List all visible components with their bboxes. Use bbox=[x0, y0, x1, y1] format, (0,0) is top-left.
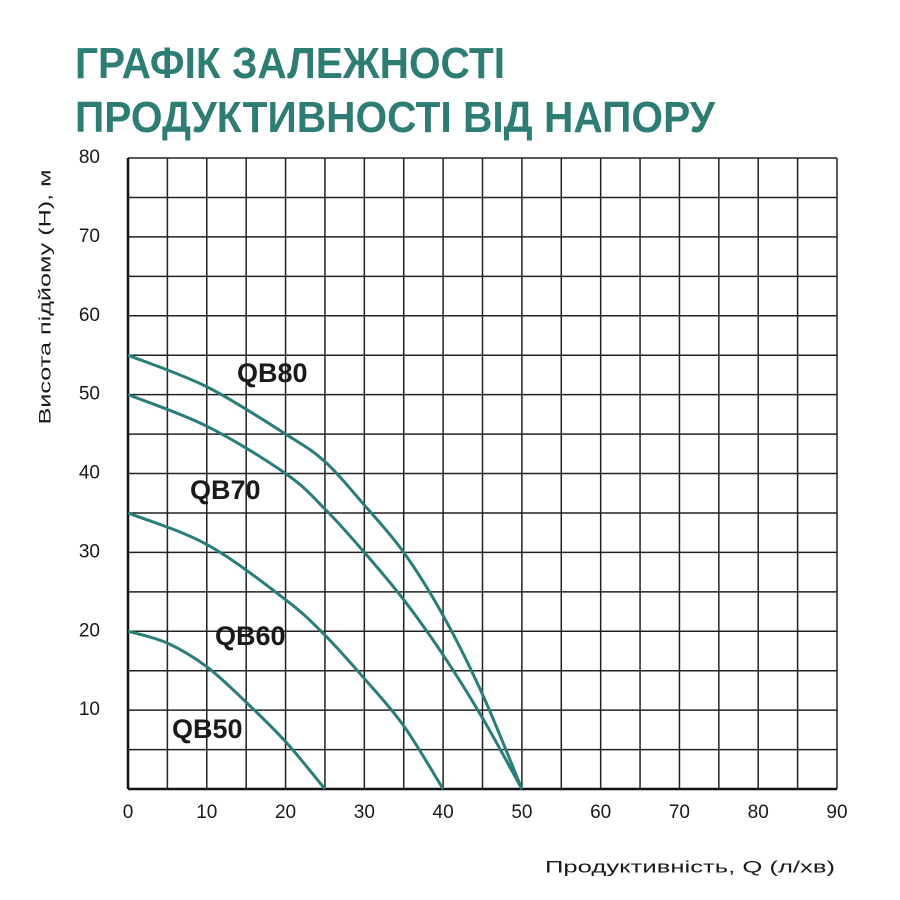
x-tick-label: 70 bbox=[669, 802, 690, 823]
line bbox=[127, 511, 445, 790]
x-tick-label: 0 bbox=[123, 802, 134, 823]
series-label: QB50 bbox=[172, 714, 243, 744]
x-tick-label: 80 bbox=[748, 802, 769, 823]
x-tick-label: 60 bbox=[590, 802, 611, 823]
y-tick-label: 70 bbox=[79, 226, 100, 247]
y-axis-label: Висота підйому (Н), м bbox=[35, 170, 54, 425]
line bbox=[127, 393, 524, 790]
x-tick-label: 50 bbox=[511, 802, 532, 823]
series-label: QB80 bbox=[237, 358, 308, 388]
series-label: QB60 bbox=[215, 621, 286, 651]
x-tick-label: 30 bbox=[354, 802, 375, 823]
x-tick-label: 90 bbox=[826, 802, 847, 823]
line bbox=[127, 629, 327, 790]
y-tick-label: 30 bbox=[79, 541, 100, 562]
y-tick-label: 80 bbox=[79, 147, 100, 168]
chart-title: ПРОДУКТИВНОСТІ ВІД НАПОРУ bbox=[75, 93, 716, 142]
y-tick-label: 50 bbox=[79, 384, 100, 405]
y-tick-label: 10 bbox=[79, 699, 100, 720]
series-label: QB70 bbox=[190, 475, 261, 505]
x-tick-label: 10 bbox=[196, 802, 217, 823]
x-tick-label: 20 bbox=[275, 802, 296, 823]
x-tick-label: 40 bbox=[433, 802, 454, 823]
chart-title: ГРАФІК ЗАЛЕЖНОСТІ bbox=[75, 39, 505, 88]
y-tick-label: 60 bbox=[79, 305, 100, 326]
y-tick-label: 40 bbox=[79, 463, 100, 484]
line bbox=[127, 353, 524, 790]
y-tick-label: 20 bbox=[79, 620, 100, 641]
x-axis-label: Продуктивність, Q (л/хв) bbox=[545, 857, 835, 876]
